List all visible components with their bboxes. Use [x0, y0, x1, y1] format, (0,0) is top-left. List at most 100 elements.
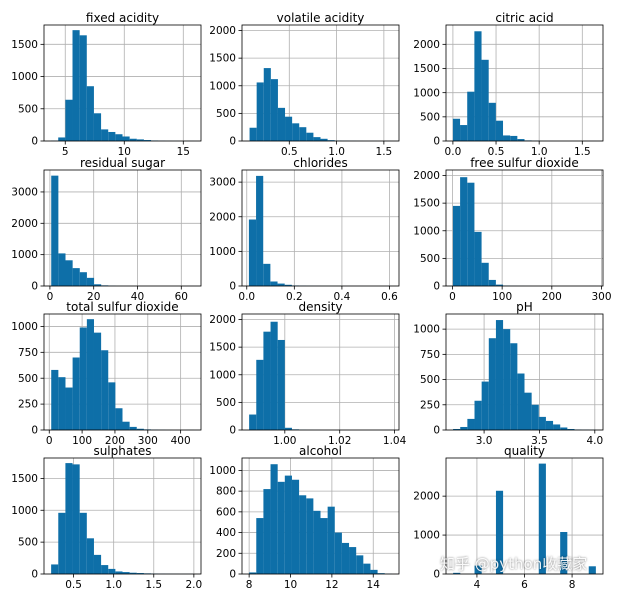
histogram-bar	[51, 369, 59, 430]
y-tick-label: 1000	[413, 87, 440, 99]
histogram-bar	[79, 272, 87, 286]
histogram-bar	[72, 30, 80, 141]
x-tick-label: 1.0	[531, 146, 548, 158]
histogram-bar	[65, 387, 73, 430]
histogram-bar	[452, 205, 461, 286]
histogram-bar	[270, 464, 278, 574]
panel-fixed-acidity: 5 10 15 0 500 1000 1500 fixed acidity	[11, 11, 202, 158]
panel-ph: 3.0 3.5 4.0 0 250 500 750 1000 pH	[413, 300, 604, 447]
histogram-bar	[93, 113, 102, 141]
y-tick-label: 1500	[413, 63, 440, 75]
histogram-bar	[136, 139, 144, 141]
y-tick-label: 0	[229, 569, 236, 581]
histogram-bar	[481, 262, 489, 286]
y-tick-label: 1500	[11, 473, 38, 485]
histogram-bar	[94, 284, 102, 286]
histogram-bar	[263, 331, 271, 430]
axes-frame	[241, 313, 400, 431]
x-tick-label: 1.00	[273, 435, 296, 447]
x-tick-label: 8	[569, 579, 576, 591]
histogram-bar	[313, 510, 321, 574]
x-tick-label: 20	[87, 291, 100, 303]
histogram-bar	[256, 518, 264, 574]
y-tick-label: 1000	[209, 80, 236, 92]
histogram-bar	[481, 59, 489, 141]
histogram-bar	[143, 140, 152, 141]
histogram-bar	[122, 572, 130, 574]
x-tick-label: 10	[284, 579, 297, 591]
y-tick-label: 500	[420, 111, 440, 123]
y-tick-label: 2000	[209, 25, 236, 37]
histogram-bar	[510, 343, 518, 430]
histogram-bar	[277, 107, 286, 141]
y-tick-label: 0	[229, 281, 236, 293]
histogram-bar	[453, 572, 461, 574]
panel-title: residual sugar	[80, 156, 165, 170]
histogram-bar	[488, 102, 496, 141]
histogram-bar	[86, 538, 94, 574]
y-tick-label: 2000	[209, 314, 236, 326]
y-tick-label: 500	[18, 373, 38, 385]
histogram-bar	[136, 428, 144, 430]
histogram-bar	[65, 99, 73, 141]
histogram-bar	[517, 373, 525, 430]
x-tick-label: 4	[474, 579, 481, 591]
histogram-bar	[467, 182, 475, 286]
x-tick-label: 400	[171, 435, 191, 447]
histogram-bar	[495, 120, 504, 141]
histogram-bar	[270, 79, 278, 141]
y-tick-label: 500	[18, 103, 38, 115]
histogram-bar	[108, 131, 116, 141]
y-tick-label: 500	[18, 537, 38, 549]
histogram-bar	[256, 175, 264, 286]
y-tick-label: 2000	[413, 39, 440, 51]
histogram-bar	[51, 175, 59, 286]
x-tick-label: 5	[62, 146, 69, 158]
histogram-bar	[79, 35, 87, 141]
histogram-bar	[377, 573, 385, 574]
histogram-bar	[467, 91, 475, 141]
histogram-bar	[277, 481, 285, 574]
panel-title: free sulfur dioxide	[470, 156, 579, 170]
panel-title: volatile acidity	[277, 11, 365, 25]
y-tick-label: 0	[433, 281, 440, 293]
x-tick-label: 3.5	[531, 435, 548, 447]
histogram-bar	[460, 177, 468, 286]
x-tick-label: 0.0	[445, 146, 462, 158]
y-tick-label: 0	[31, 281, 38, 293]
y-tick-label: 1000	[413, 225, 440, 237]
y-tick-label: 0	[31, 425, 38, 437]
y-tick-label: 3000	[209, 177, 236, 189]
histogram-bar	[292, 123, 300, 141]
histogram-bar	[129, 138, 137, 141]
x-tick-label: 0.2	[286, 291, 303, 303]
y-tick-label: 3000	[11, 187, 38, 199]
panel-title: quality	[504, 444, 545, 458]
histogram-bar	[249, 414, 257, 430]
y-tick-label: 0	[31, 136, 38, 148]
axes-frame	[43, 169, 202, 287]
x-tick-label: 200	[542, 291, 562, 303]
histogram-bar	[72, 464, 80, 574]
panel-title: density	[299, 300, 343, 314]
histogram-bar	[249, 572, 257, 574]
x-tick-label: 40	[131, 291, 144, 303]
histogram-bar	[284, 284, 292, 286]
histogram-bar	[567, 428, 575, 430]
panel-density: 1.00 1.02 1.04 0 500 1000 1500 2000 density	[209, 300, 406, 447]
histogram-bar	[488, 279, 496, 286]
histogram-bar	[108, 382, 116, 430]
histogram-bar	[284, 475, 292, 574]
x-tick-label: 6	[521, 579, 528, 591]
histogram-bar	[299, 495, 307, 574]
histogram-bar	[531, 404, 539, 430]
histogram-bar	[474, 31, 482, 141]
panel-quality: 4 6 8 0 1000 2000 quality	[413, 444, 604, 591]
histogram-bar	[474, 231, 482, 286]
panel-title: pH	[516, 300, 533, 314]
x-tick-label: 0.6	[381, 291, 398, 303]
histogram-bar	[503, 329, 511, 430]
axes-frame	[43, 24, 202, 142]
histogram-bar	[115, 134, 123, 141]
